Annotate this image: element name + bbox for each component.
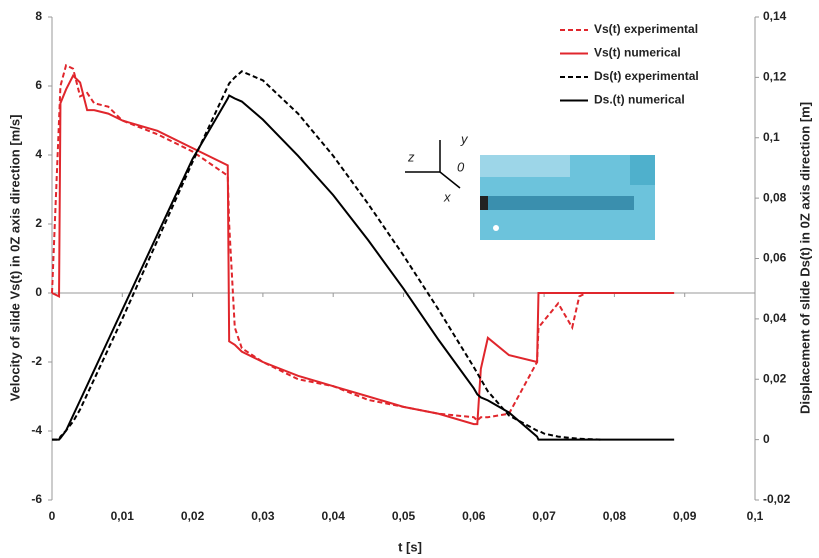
series-line: [52, 65, 600, 420]
x-tick-label: 0,07: [532, 509, 556, 523]
inset-label: 0: [457, 159, 465, 174]
x-tick-label: 0,01: [111, 509, 135, 523]
y2-tick-label: 0,04: [763, 311, 787, 325]
x-axis-title: t [s]: [398, 539, 422, 554]
series-line: [52, 76, 674, 424]
x-tick-label: 0,05: [392, 509, 416, 523]
legend-label: Vs(t) experimental: [594, 22, 698, 36]
y-tick-label: 6: [35, 78, 42, 92]
inset-label: y: [460, 131, 469, 146]
x-tick-label: 0: [49, 509, 56, 523]
legend-label: Ds.(t) numerical: [594, 93, 685, 107]
inset-part: [630, 155, 655, 185]
x-tick-label: 0,09: [673, 509, 697, 523]
x-tick-label: 0,04: [322, 509, 346, 523]
inset-part: [493, 225, 499, 231]
y2-axis-title: Displacement of slide Ds(t) in 0Z axis d…: [797, 102, 812, 414]
inset-part: [480, 155, 570, 177]
x-tick-label: 0,1: [747, 509, 764, 523]
y-tick-label: -2: [31, 354, 42, 368]
legend-label: Ds(t) experimental: [594, 69, 699, 83]
y2-tick-label: 0,06: [763, 251, 787, 265]
y-tick-label: 8: [35, 9, 42, 23]
inset-part: [484, 196, 634, 210]
x-tick-label: 0,06: [462, 509, 486, 523]
inset-label: x: [443, 189, 451, 204]
y2-tick-label: 0,08: [763, 190, 787, 204]
legend-label: Vs(t) numerical: [594, 46, 681, 60]
y-tick-label: 0: [35, 285, 42, 299]
x-tick-label: 0,03: [251, 509, 275, 523]
y-tick-label: 2: [35, 216, 42, 230]
inset-part: [480, 196, 488, 210]
y2-tick-label: 0,1: [763, 130, 780, 144]
inset: y z 0 x: [405, 131, 655, 240]
y2-tick-label: 0,02: [763, 371, 787, 385]
y-tick-label: -4: [31, 423, 42, 437]
y2-tick-label: 0,12: [763, 70, 787, 84]
inset-label: z: [407, 149, 415, 164]
x-tick-label: 0,08: [603, 509, 627, 523]
y-tick-label: 4: [35, 147, 42, 161]
y2-tick-label: 0: [763, 432, 770, 446]
y-tick-label: -6: [31, 492, 42, 506]
y2-tick-label: 0,14: [763, 9, 787, 23]
y-axis-title: Velocity of slide Vs(t) in 0Z axis direc…: [7, 115, 22, 402]
chart: y z 0 x t [s] Velocity of slide Vs(t) in…: [0, 0, 819, 558]
y2-tick-label: -0,02: [763, 492, 791, 506]
x-tick-label: 0,02: [181, 509, 205, 523]
